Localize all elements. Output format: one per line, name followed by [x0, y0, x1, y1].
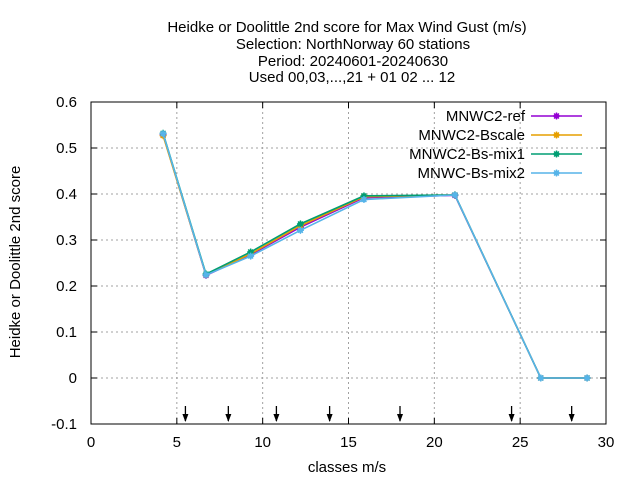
threshold-arrow-head [397, 414, 403, 422]
data-point-marker [451, 191, 459, 199]
y-tick-label: 0.4 [56, 186, 77, 203]
threshold-arrow-head [225, 414, 232, 422]
series-line [162, 133, 588, 379]
axes [90, 101, 607, 425]
title-line-1: Heidke or Doolittle 2nd score for Max Wi… [167, 19, 526, 36]
data-point-marker [247, 248, 255, 256]
y-axis-label: Heidke or Doolittle 2nd score [7, 166, 24, 359]
x-tick-label: 20 [426, 434, 443, 451]
threshold-arrow-head [568, 414, 575, 422]
legend-label: MNWC-Bs-mix2 [418, 165, 525, 182]
legend-label: MNWC2-ref [446, 108, 526, 125]
title-line-3: Period: 20240601-20240630 [258, 53, 448, 70]
data-point-marker [360, 192, 368, 200]
data-point-marker [202, 271, 210, 279]
legend-label: MNWC2-Bs-mix1 [409, 146, 525, 163]
threshold-arrow-head [182, 414, 189, 422]
x-tick-label: 30 [598, 434, 615, 451]
tick-labels: 0 5 10 15 20 25 30 -0.1 0 0.1 0.2 0.3 0.4 0.5 0.6 [51, 94, 614, 451]
series-mnwc2-bscale [159, 132, 591, 382]
data-point-marker [296, 220, 304, 228]
threshold-arrows [182, 406, 575, 422]
x-tick-label: 25 [512, 434, 529, 451]
y-tick-label: 0 [69, 370, 77, 387]
threshold-arrow-head [508, 414, 515, 422]
series-mnwc2-bs-mix1 [159, 129, 591, 382]
y-tick-label: 0.2 [56, 278, 77, 295]
series-mnwc2-ref [159, 131, 591, 382]
x-tick-label: 15 [340, 434, 357, 451]
y-tick-label: 0.1 [56, 324, 77, 341]
threshold-arrow-head [273, 414, 280, 422]
x-tick-label: 5 [173, 434, 181, 451]
data-point-marker [537, 374, 545, 382]
legend: MNWC2-ref MNWC2-Bscale MNWC2-Bs-mix1 MNWC-B… [409, 108, 582, 182]
legend-marker-cross [553, 150, 560, 158]
title-line-4: Used 00,03,...,21 + 01 02 ... 12 [249, 69, 455, 86]
data-point-marker [360, 196, 368, 204]
threshold-arrow-head [326, 414, 333, 422]
y-tick-label: 0.6 [56, 94, 77, 111]
title-line-2: Selection: NorthNorway 60 stations [236, 36, 470, 53]
chart-title: Heidke or Doolittle 2nd score for Max Wi… [167, 19, 526, 86]
legend-label: MNWC2-Bscale [418, 127, 525, 144]
data-point-marker [583, 374, 591, 382]
series-mnwc-bs-mix2 [159, 130, 591, 382]
x-tick-label: 10 [254, 434, 271, 451]
y-tick-label: 0.5 [56, 140, 77, 157]
data-point-marker [296, 226, 304, 234]
legend-marker-cross [553, 169, 560, 177]
data-point-marker [159, 130, 167, 138]
y-tick-label: -0.1 [51, 416, 77, 433]
data-point-marker [247, 252, 255, 260]
grid [91, 102, 606, 424]
y-tick-label: 0.3 [56, 232, 77, 249]
legend-marker-cross [553, 131, 560, 139]
x-axis-label: classes m/s [308, 459, 386, 476]
series-group [159, 129, 591, 382]
legend-marker-cross [553, 112, 560, 120]
x-tick-label: 0 [87, 434, 95, 451]
